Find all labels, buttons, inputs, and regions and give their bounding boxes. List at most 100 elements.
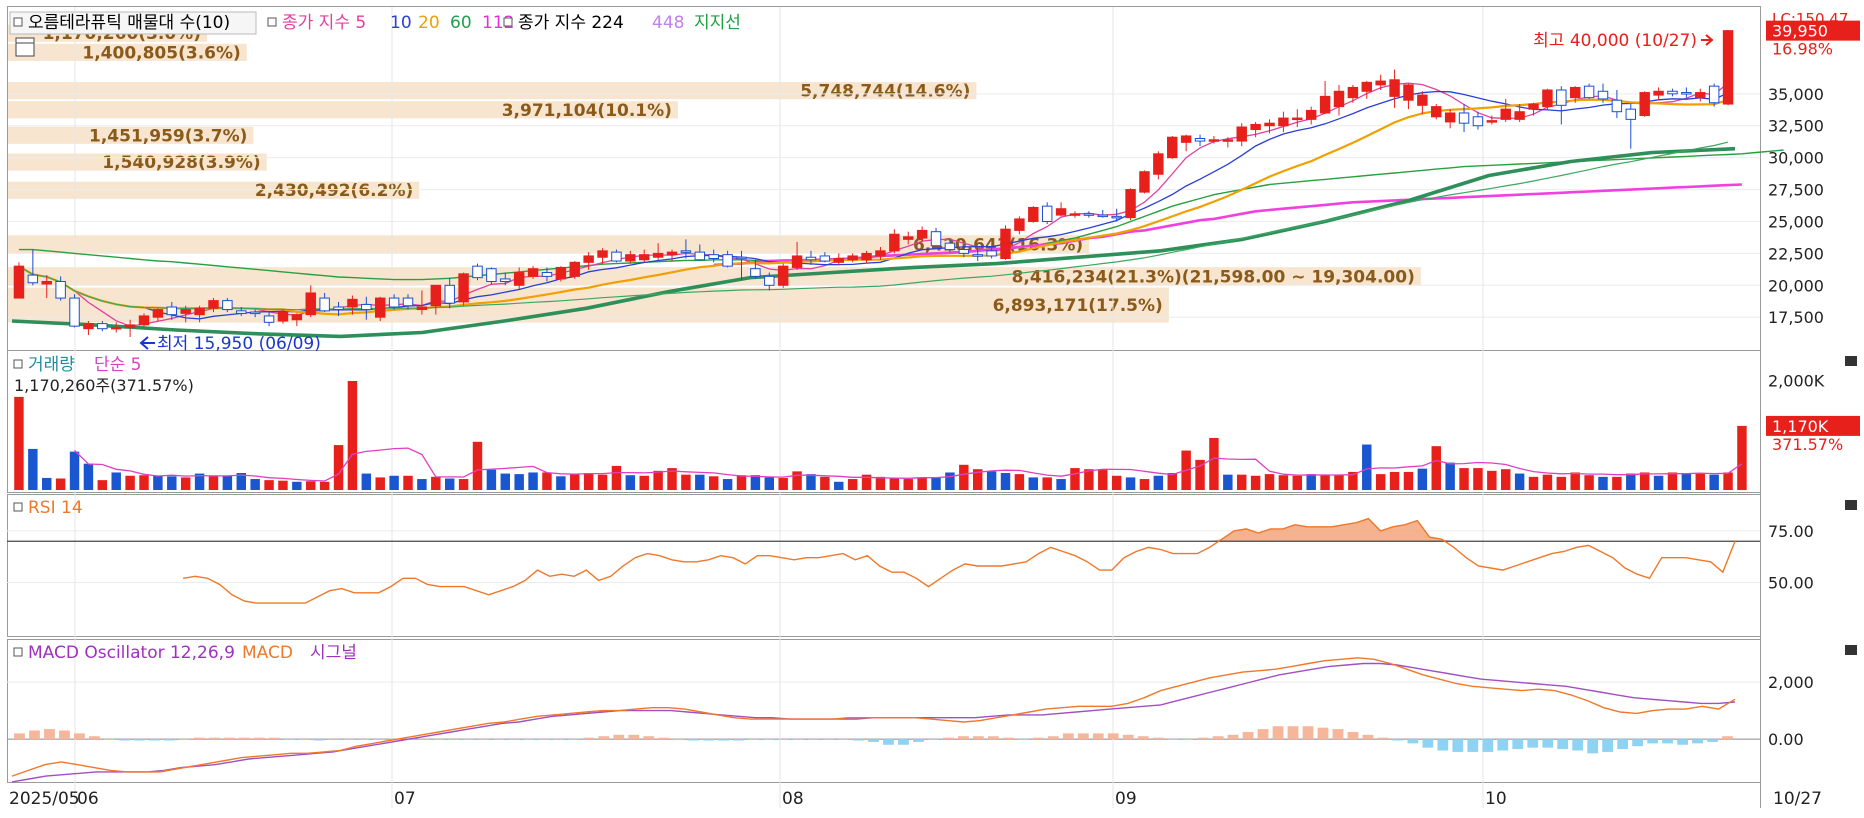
candle-body	[1514, 111, 1525, 120]
macd-oscillator-bar	[118, 739, 130, 741]
volume-bar	[764, 477, 775, 490]
candle-body	[694, 251, 706, 261]
macd-oscillator-bar	[14, 733, 25, 740]
volume-bar	[1264, 474, 1275, 490]
volume-bar	[1612, 476, 1622, 490]
macd-oscillator-bar	[1677, 739, 1688, 745]
macd-oscillator-bar	[1602, 739, 1614, 752]
candle-body	[1417, 94, 1428, 106]
candle-body	[1167, 136, 1178, 159]
volume-bar	[639, 475, 649, 490]
current-volume-pct-label: 371.57%	[1772, 435, 1843, 454]
x-month-label: 06	[77, 789, 99, 809]
candle-body	[791, 255, 803, 268]
volume-bar	[83, 463, 94, 490]
current-price-label: 39,950	[1772, 22, 1828, 41]
macd-oscillator-bar	[238, 737, 250, 740]
candle-body	[819, 255, 831, 262]
macd-oscillator-bar	[853, 739, 864, 741]
candle-body	[69, 297, 80, 327]
volume-bar	[1542, 474, 1553, 490]
candle-body	[1236, 126, 1247, 142]
candle-body	[1250, 123, 1261, 131]
candle-body	[1528, 103, 1539, 110]
candle-body	[208, 300, 219, 309]
top-right-label: LC:150.47	[1772, 10, 1848, 28]
price-tick-label: 30,000	[1768, 149, 1824, 168]
macd-oscillator-bar	[1002, 737, 1014, 740]
price-layer	[11, 30, 1784, 339]
volume-bar	[1306, 474, 1316, 490]
macd-oscillator-bar	[1422, 739, 1434, 748]
volume-bar	[1501, 469, 1511, 490]
macd-oscillator-bar	[1077, 733, 1089, 740]
volume-bar	[1653, 475, 1664, 490]
high-annotation: 최고 40,000 (10/27)	[1533, 31, 1697, 51]
macd-oscillator-bar	[1407, 739, 1419, 744]
macd-panel-frame	[7, 639, 1761, 783]
macd-oscillator-bar	[508, 739, 520, 740]
price-tick-label: 22,500	[1768, 244, 1824, 263]
macd-oscillator-bar	[1377, 737, 1389, 740]
candle-body	[541, 272, 553, 277]
macd-oscillator-bar	[658, 737, 670, 740]
macd-oscillator-bar	[778, 739, 789, 740]
volume-bar	[1125, 477, 1136, 490]
legend-bullet	[13, 502, 23, 512]
panel-close-button[interactable]	[1845, 356, 1857, 366]
macd-oscillator-bar	[718, 739, 730, 741]
volume-bar	[1723, 472, 1733, 490]
volume-bar	[597, 474, 608, 490]
volume-bar	[500, 473, 511, 490]
macd-oscillator-bar	[1287, 726, 1299, 740]
macd-panel[interactable]	[7, 639, 1761, 783]
macd-oscillator-bar	[313, 739, 325, 741]
volume-bar	[889, 478, 900, 490]
macd-oscillator-bar	[553, 739, 565, 740]
rsi-panel[interactable]	[7, 494, 1761, 637]
macd-oscillator-bar	[463, 739, 475, 740]
macd-oscillator-bar	[793, 739, 804, 740]
macd-oscillator-bar	[1362, 734, 1374, 740]
macd-oscillator-bar	[958, 736, 969, 740]
candle-body	[1000, 228, 1011, 259]
macd-oscillator-bar	[763, 739, 775, 740]
candle-body	[944, 242, 956, 251]
candle-body	[666, 251, 678, 256]
volume-profile-label: 6,893,171(17.5%)	[993, 296, 1163, 316]
legend-item: 448	[652, 13, 684, 33]
candle-body	[527, 268, 539, 277]
volume-bar	[1098, 469, 1108, 490]
current-volume-label: 1,170K	[1772, 417, 1829, 436]
volume-bar	[736, 475, 747, 490]
macd-oscillator-bar	[823, 739, 834, 740]
volume-bar	[792, 471, 802, 490]
candle-body	[833, 257, 844, 263]
volume-bar	[319, 481, 330, 490]
candle-body	[625, 254, 636, 262]
volume-bar	[875, 476, 886, 490]
volume-bar	[1348, 471, 1358, 490]
macd-oscillator-bar	[643, 736, 655, 740]
legend-bullet	[13, 359, 23, 369]
candle-body	[1139, 171, 1150, 193]
panel-close-button[interactable]	[1845, 500, 1857, 510]
candle-body	[1028, 206, 1039, 222]
volume-bar	[625, 475, 636, 490]
volume-panel[interactable]	[7, 350, 1761, 493]
volume-bar	[1375, 474, 1386, 490]
macd-oscillator-bar	[868, 739, 879, 742]
volume-bar	[250, 479, 260, 490]
volume-bar	[361, 473, 372, 490]
volume-bar	[1209, 437, 1219, 490]
macd-oscillator-bar	[1497, 739, 1509, 751]
volume-bar	[1514, 473, 1525, 490]
volume-bar	[1389, 471, 1400, 490]
candle-body	[1681, 92, 1692, 95]
macd-oscillator-bar	[208, 737, 220, 740]
panel-close-button[interactable]	[1845, 645, 1857, 655]
volume-bar	[1223, 474, 1233, 490]
legend-bullet	[13, 17, 23, 27]
candle-body	[513, 272, 525, 286]
